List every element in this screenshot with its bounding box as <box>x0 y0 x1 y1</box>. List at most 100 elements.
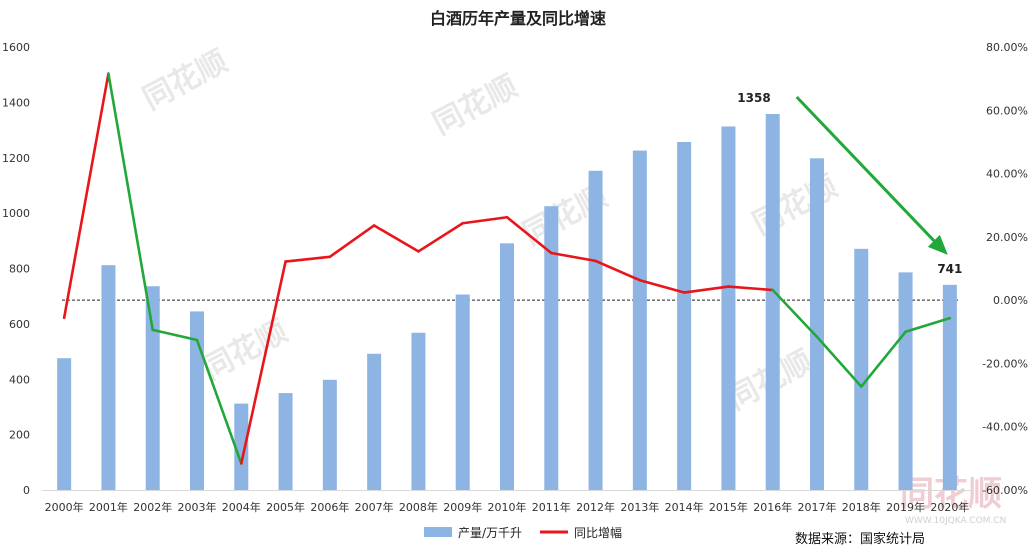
x-axis-tick-label: 2004年 <box>222 500 261 514</box>
x-axis-tick-label: 2008年 <box>399 500 438 514</box>
bar <box>544 206 559 490</box>
x-axis-tick-label: 2001年 <box>89 500 128 514</box>
callout-label-latest: 741 <box>937 262 962 276</box>
x-axis-tick-label: 2009年 <box>443 500 482 514</box>
x-axis-tick-label: 2016年 <box>753 500 792 514</box>
line-segment <box>284 255 332 263</box>
line-segment <box>417 221 465 253</box>
bar <box>765 114 780 490</box>
left-axis-tick-label: 1400 <box>2 96 30 109</box>
line-segment <box>372 224 420 253</box>
bar <box>810 158 824 490</box>
bar <box>57 358 72 490</box>
watermark-text: 同花顺 <box>427 69 523 142</box>
x-axis-tick-label: 2011年 <box>532 500 571 514</box>
x-axis-tick-label: 2020年 <box>930 500 969 514</box>
line-segment <box>727 285 775 292</box>
left-axis-tick-label: 600 <box>9 318 30 331</box>
x-axis-tick-label: 2019年 <box>886 500 925 514</box>
line-segment <box>815 335 863 388</box>
line-segment <box>904 316 952 334</box>
right-axis-tick-label: 0.00% <box>993 294 1028 307</box>
line-segment <box>239 260 287 465</box>
x-axis-tick-label: 2003年 <box>178 500 217 514</box>
watermark-layer: 同花顺同花顺同花顺同花顺同花顺同花顺同花顺WWW.10JQKA.COM.CN <box>137 44 1006 526</box>
right-axis-ticks: -60.00% -40.00% -20.00% 0.00% 20.00% 40.00% 60… <box>982 41 1028 497</box>
bar-series <box>57 114 957 490</box>
source-note: 数据来源：国家统计局 <box>795 531 925 547</box>
bar <box>632 150 647 490</box>
line-series <box>62 72 952 465</box>
line-segment <box>638 278 686 294</box>
callout-label-peak: 1358 <box>737 91 770 105</box>
x-axis-tick-label: 2000年 <box>45 500 84 514</box>
bar <box>854 248 869 490</box>
legend-label-bar: 产量/万千升 <box>458 526 522 540</box>
bar <box>588 170 603 490</box>
bar <box>942 284 957 490</box>
x-axis-tick-label: 2012年 <box>576 500 615 514</box>
bar <box>411 332 426 490</box>
line-segment <box>195 338 243 465</box>
bar <box>190 311 204 490</box>
bar <box>500 243 514 490</box>
x-axis-ticks: 2000年 2001年 2002年 2003年 2004年 2005年 2006年 2007年… <box>45 500 970 514</box>
legend: 产量/万千升 同比增幅 <box>424 525 622 540</box>
right-axis-tick-label: -60.00% <box>982 484 1028 497</box>
legend-label-line: 同比增幅 <box>574 525 622 540</box>
watermark-text: 同花顺 <box>747 169 843 242</box>
x-axis-tick-label: 2017年 <box>798 500 837 514</box>
x-axis-tick-label: 2007年 <box>355 500 394 514</box>
line-segment <box>461 215 509 225</box>
x-axis-tick-label: 2002年 <box>133 500 172 514</box>
x-axis-tick-label: 2014年 <box>665 500 704 514</box>
legend-swatch-bar <box>424 527 452 537</box>
trend-arrow-head <box>927 234 948 255</box>
left-axis-tick-label: 1600 <box>2 41 30 54</box>
bar <box>721 126 736 490</box>
right-axis-tick-label: -40.00% <box>982 421 1028 434</box>
bar <box>898 272 913 490</box>
bar <box>278 393 293 490</box>
callouts: 1358 741 <box>737 91 962 276</box>
right-axis-tick-label: -20.00% <box>982 357 1028 370</box>
watermark-url: WWW.10JQKA.COM.CN <box>905 516 1006 526</box>
line-segment <box>151 328 199 342</box>
left-axis-tick-label: 1200 <box>2 152 30 165</box>
line-segment <box>859 330 907 388</box>
left-axis-tick-label: 1000 <box>2 207 30 220</box>
line-segment <box>107 72 155 332</box>
line-segment <box>682 285 730 294</box>
x-axis-tick-label: 2013年 <box>620 500 659 514</box>
x-axis-tick-label: 2015年 <box>709 500 748 514</box>
left-axis-tick-label: 400 <box>9 373 30 386</box>
x-axis-tick-label: 2005年 <box>266 500 305 514</box>
left-axis-tick-label: 800 <box>9 263 30 276</box>
bar <box>234 403 249 490</box>
bar <box>145 286 160 490</box>
trend-arrow-shaft <box>795 95 939 246</box>
right-axis-tick-label: 20.00% <box>986 231 1028 244</box>
bar <box>367 353 382 490</box>
line-segment <box>771 288 819 339</box>
right-axis-tick-label: 40.00% <box>986 168 1028 181</box>
left-axis-tick-label: 0 <box>23 484 30 497</box>
x-axis-tick-label: 2018年 <box>842 500 881 514</box>
bar <box>677 141 692 490</box>
right-axis-tick-label: 60.00% <box>986 104 1028 117</box>
line-segment <box>328 224 376 259</box>
line-segment <box>594 259 642 282</box>
left-axis-tick-label: 200 <box>9 429 30 442</box>
watermark-text: 同花顺 <box>197 314 293 387</box>
watermark-text: 同花顺 <box>137 44 233 117</box>
line-segment <box>549 251 597 263</box>
bar <box>322 379 337 490</box>
right-axis-tick-label: 80.00% <box>986 41 1028 54</box>
x-axis-tick-label: 2010年 <box>488 500 527 514</box>
line-segment <box>62 72 110 320</box>
left-axis-ticks: 0 200 400 600 800 1000 1200 1400 1600 <box>2 41 30 497</box>
bar <box>101 265 116 490</box>
chart-title: 白酒历年产量及同比增速 <box>430 9 606 28</box>
line-segment <box>505 215 553 255</box>
